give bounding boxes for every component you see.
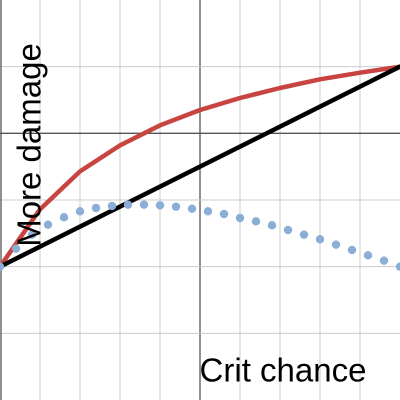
series-line [0,64,400,269]
y-axis-label: More damage [11,43,48,247]
data-point [171,202,181,211]
data-point [75,207,85,216]
data-point [43,220,53,229]
data-point [347,245,357,255]
data-point [139,200,149,209]
data-point [91,203,101,213]
data-point [395,262,400,271]
data-point [299,230,309,239]
x-axis-label: Crit chance [200,352,367,389]
data-point [235,213,245,223]
data-point [363,251,373,260]
data-point [59,213,69,222]
data-point [11,244,21,253]
plot-area [0,64,400,271]
data-point [155,201,165,210]
data-point [107,201,117,211]
data-point [379,256,389,265]
data-point [0,262,5,271]
data-point [203,207,213,216]
data-point [219,209,229,219]
data-point [123,200,133,209]
data-point [267,221,277,230]
data-point [283,225,293,235]
data-point [27,230,37,239]
data-point [251,217,261,226]
data-point [315,235,325,244]
data-point [331,240,341,249]
series-line [0,64,400,269]
data-point [187,204,197,213]
